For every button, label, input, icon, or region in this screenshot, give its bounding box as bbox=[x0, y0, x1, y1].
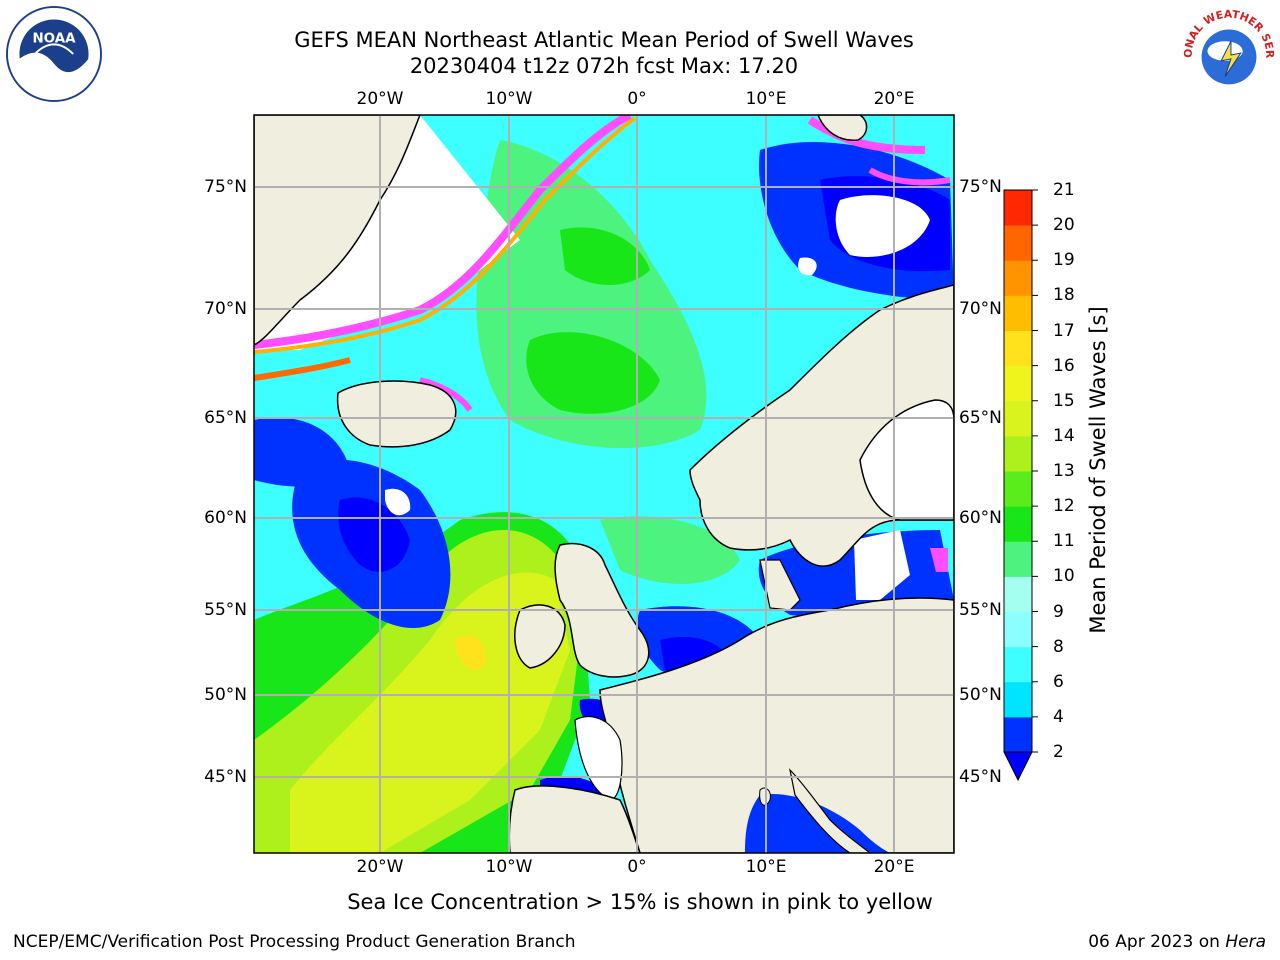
lon-label-bottom-10e: 10°E bbox=[745, 857, 787, 877]
colorbar-tick-label: 18 bbox=[1053, 285, 1075, 306]
lat-label-right-75n: 75°N bbox=[959, 177, 1002, 197]
colorbar-swatch bbox=[1004, 295, 1032, 331]
map-frame bbox=[253, 114, 955, 854]
colorbar-swatch bbox=[1004, 225, 1032, 261]
lon-label-top-10e: 10°E bbox=[745, 89, 787, 109]
colorbar bbox=[1003, 189, 1038, 782]
nws-logo: NATIONAL WEATHER SERVICE bbox=[1180, 6, 1276, 103]
lon-label-top-0: 0° bbox=[627, 89, 647, 109]
colorbar-tick-label: 4 bbox=[1053, 706, 1064, 727]
colorbar-tick-label: 20 bbox=[1053, 215, 1075, 236]
footer-date-text: 06 Apr 2023 on bbox=[1088, 932, 1220, 952]
colorbar-tick-label: 17 bbox=[1053, 320, 1075, 341]
lat-label-right-50n: 50°N bbox=[959, 685, 1002, 705]
colorbar-swatch bbox=[1004, 611, 1032, 648]
lat-label-left-75n: 75°N bbox=[204, 177, 247, 197]
colorbar-tick-label: 21 bbox=[1053, 180, 1075, 200]
colorbar-swatch bbox=[1004, 646, 1032, 683]
lat-label-right-45n: 45°N bbox=[959, 767, 1002, 787]
colorbar-swatch bbox=[1004, 541, 1032, 577]
lon-label-top-10w: 10°W bbox=[485, 89, 533, 109]
lat-label-left-50n: 50°N bbox=[204, 685, 247, 705]
colorbar-tick-label: 16 bbox=[1053, 355, 1075, 376]
colorbar-tick-label: 14 bbox=[1053, 425, 1075, 446]
colorbar-swatch bbox=[1004, 681, 1032, 718]
colorbar-swatch bbox=[1004, 576, 1032, 612]
lon-label-top-20e: 20°E bbox=[873, 89, 915, 109]
footer-credit: NCEP/EMC/Verification Post Processing Pr… bbox=[13, 932, 576, 952]
colorbar-swatch bbox=[1004, 365, 1032, 402]
colorbar-swatch bbox=[1004, 506, 1032, 542]
colorbar-tick-label: 13 bbox=[1053, 461, 1075, 481]
lon-label-bottom-0: 0° bbox=[627, 857, 647, 877]
graticule bbox=[254, 115, 954, 853]
colorbar-swatch bbox=[1004, 260, 1032, 296]
lon-label-top-20w: 20°W bbox=[356, 89, 404, 109]
lat-label-right-70n: 70°N bbox=[959, 299, 1002, 319]
colorbar-tick-label: 9 bbox=[1053, 601, 1064, 622]
lon-label-bottom-10w: 10°W bbox=[485, 857, 533, 877]
colorbar-swatch bbox=[1004, 190, 1032, 226]
noaa-logo-text: NOAA bbox=[32, 31, 76, 46]
colorbar-extend-min bbox=[1003, 751, 1033, 782]
noaa-logo: NOAA bbox=[6, 6, 102, 102]
footer-date: 06 Apr 2023 on Hera bbox=[1088, 932, 1266, 952]
colorbar-tick-label: 8 bbox=[1053, 636, 1064, 657]
lat-label-right-65n: 65°N bbox=[959, 408, 1002, 428]
chart-subtitle: 20230404 t12z 072h fcst Max: 17.20 bbox=[409, 54, 799, 78]
colorbar-tick-label: 15 bbox=[1053, 390, 1075, 411]
lat-label-right-60n: 60°N bbox=[959, 508, 1002, 528]
lat-label-left-55n: 55°N bbox=[204, 600, 247, 620]
lat-label-left-70n: 70°N bbox=[204, 299, 247, 319]
lat-label-left-65n: 65°N bbox=[204, 408, 247, 428]
colorbar-tick-label: 10 bbox=[1053, 566, 1075, 587]
lon-label-bottom-20e: 20°E bbox=[873, 857, 915, 877]
lat-label-left-60n: 60°N bbox=[204, 508, 247, 528]
colorbar-swatch bbox=[1004, 435, 1032, 472]
map-area bbox=[254, 115, 954, 853]
colorbar-swatch bbox=[1004, 330, 1032, 367]
lat-label-left-45n: 45°N bbox=[204, 767, 247, 787]
colorbar-tick-label: 11 bbox=[1053, 531, 1075, 552]
colorbar-swatch bbox=[1004, 716, 1032, 753]
colorbar-tick-label: 2 bbox=[1053, 742, 1064, 762]
colorbar-swatch bbox=[1004, 471, 1032, 507]
colorbar-tick-label: 19 bbox=[1053, 250, 1075, 271]
colorbar-tick-label: 12 bbox=[1053, 496, 1075, 517]
lon-label-bottom-20w: 20°W bbox=[356, 857, 404, 877]
lat-label-right-55n: 55°N bbox=[959, 600, 1002, 620]
colorbar-label: Mean Period of Swell Waves [s] bbox=[1086, 306, 1110, 634]
sea-ice-note: Sea Ice Concentration > 15% is shown in … bbox=[347, 890, 933, 914]
colorbar-swatch bbox=[1004, 400, 1032, 437]
footer-host: Hera bbox=[1225, 932, 1266, 952]
colorbar-tick-label: 6 bbox=[1053, 671, 1064, 692]
chart-title: GEFS MEAN Northeast Atlantic Mean Period… bbox=[294, 28, 914, 52]
